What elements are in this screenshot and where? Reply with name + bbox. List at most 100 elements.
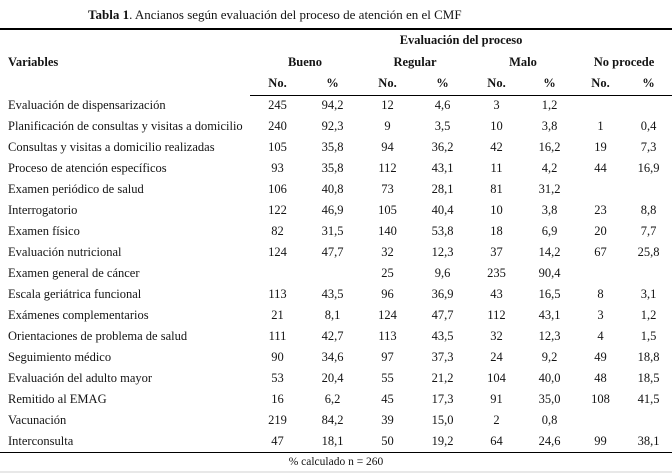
variable-cell: Interrogatorio [8,203,78,217]
bueno-no-cell: 105 [268,140,287,154]
bueno-no-cell: 21 [271,308,284,322]
bueno-pct-cell: 31,5 [321,224,344,238]
table-row: Examen general de cáncer 25 9,6 235 90,4 [0,263,672,284]
table-row: Escala geriátrica funcional 113 43,5 96 … [0,284,672,305]
noprocede-no-cell [576,410,625,431]
bueno-no-cell: 219 [268,413,287,427]
group-header-bueno: Bueno [287,54,323,69]
noprocede-pct-cell: 16,9 [637,161,660,175]
noprocede-pct-cell: 41,5 [637,392,660,406]
variable-cell: Exámenes complementarios [8,308,149,322]
process-evaluation-header: Evaluación del proceso [399,33,523,47]
bueno-pct-cell: 8,1 [324,308,341,322]
regular-pct-cell: 43,1 [431,161,454,175]
bueno-no-cell: 122 [268,203,287,217]
regular-pct-cell: 3,5 [434,119,451,133]
regular-pct-cell: 15,0 [431,413,454,427]
bueno-pct-cell: 92,3 [321,119,344,133]
noprocede-no-cell: 44 [594,161,607,175]
noprocede-no-cell: 67 [594,245,607,259]
bueno-no-cell: 113 [268,287,287,301]
table-number-label: Tabla 1 [88,7,130,22]
regular-pct-cell: 28,1 [431,182,454,196]
noprocede-pct-cell: 8,8 [640,203,657,217]
regular-no-cell: 124 [378,308,397,322]
noprocede-pct-cell: 7,3 [640,140,657,154]
variable-cell: Consultas y visitas a domicilio realizad… [8,140,215,154]
malo-no-cell: 235 [487,266,506,280]
malo-pct-cell: 1,2 [541,98,558,113]
malo-no-cell: 10 [490,119,503,133]
regular-pct-cell: 9,6 [434,266,451,280]
malo-no-cell: 3 [493,98,500,113]
malo-no-cell: 81 [490,182,503,196]
noprocede-pct-cell: 38,1 [637,434,660,448]
empty-corner-cell [0,30,250,51]
malo-pct-cell: 35,0 [538,392,561,406]
table-body: Evaluación de dispensarización 245 94,2 … [0,95,672,452]
malo-pct-cell: 43,1 [538,308,561,322]
bueno-pct-cell: 84,2 [321,413,344,427]
malo-pct-cell: 31,2 [538,182,561,196]
regular-no-cell: 105 [378,203,397,217]
variable-cell: Examen físico [8,224,80,238]
bueno-no-cell: 240 [268,119,287,133]
table-row: Evaluación nutricional 124 47,7 32 12,3 … [0,242,672,263]
regular-pct-cell: 36,2 [431,140,454,154]
malo-pct-cell: 9,2 [541,350,558,364]
regular-pct-cell: 36,9 [431,287,454,301]
regular-no-cell: 96 [381,287,394,301]
variable-cell: Evaluación del adulto mayor [8,371,153,385]
bueno-pct-cell: 6,2 [324,392,341,406]
span-header-row: Evaluación del proceso [0,30,672,51]
variable-cell: Examen periódico de salud [8,182,144,196]
malo-no-cell: 42 [490,140,503,154]
variable-cell: Seguimiento médico [8,350,112,364]
group-header-malo: Malo [509,54,537,69]
variable-cell: Escala geriátrica funcional [8,287,142,301]
bueno-pct-cell: 35,8 [321,161,344,175]
table-title-text: . Ancianos según evaluación del proceso … [129,7,462,22]
malo-no-cell: 104 [487,371,506,385]
noprocede-no-cell [576,95,625,116]
table-row: Remitido al EMAG 16 6,2 45 17,3 91 35,0 … [0,389,672,410]
table-row: Exámenes complementarios 21 8,1 124 47,7… [0,305,672,326]
subheader-pct: % [523,73,576,96]
malo-no-cell: 24 [490,350,503,364]
noprocede-pct-cell: 1,2 [640,308,657,322]
subheader-row: No. % No. % No. % No. % [0,73,672,96]
regular-pct-cell: 21,2 [431,371,454,385]
regular-pct-cell: 17,3 [431,392,454,406]
malo-pct-cell: 90,4 [538,266,561,280]
malo-no-cell: 37 [490,245,503,259]
noprocede-no-cell: 3 [597,308,604,322]
subheader-no: No. [576,73,625,96]
noprocede-no-cell: 20 [594,224,607,238]
regular-pct-cell: 43,5 [431,329,454,343]
regular-pct-cell: 19,2 [431,434,454,448]
malo-pct-cell: 14,2 [538,245,561,259]
malo-pct-cell: 6,9 [541,224,558,238]
bueno-pct-cell: 46,9 [321,203,344,217]
noprocede-no-cell: 108 [591,392,610,406]
table-row: Interconsulta 47 18,1 50 19,2 64 24,6 99… [0,431,672,452]
bueno-pct-cell: 42,7 [321,329,344,343]
table-row: Evaluación de dispensarización 245 94,2 … [0,95,672,116]
bueno-pct-cell: 18,1 [321,434,344,448]
table-row: Consultas y visitas a domicilio realizad… [0,137,672,158]
subheader-no: No. [250,73,305,96]
regular-pct-cell: 12,3 [431,245,454,259]
group-header-no-procede: No procede [593,54,655,69]
malo-no-cell: 18 [490,224,503,238]
variable-cell: Evaluación nutricional [8,245,122,259]
malo-pct-cell: 3,8 [541,119,558,133]
group-header-row: Variables Bueno Regular Malo No procede [0,51,672,73]
noprocede-pct-cell: 25,8 [637,245,660,259]
regular-no-cell: 50 [381,434,394,448]
bueno-pct-cell: 20,4 [321,371,344,385]
noprocede-pct-cell: 1,5 [640,329,657,343]
subheader-pct: % [305,73,360,96]
variable-cell: Examen general de cáncer [8,266,140,280]
noprocede-no-cell: 99 [594,434,607,448]
